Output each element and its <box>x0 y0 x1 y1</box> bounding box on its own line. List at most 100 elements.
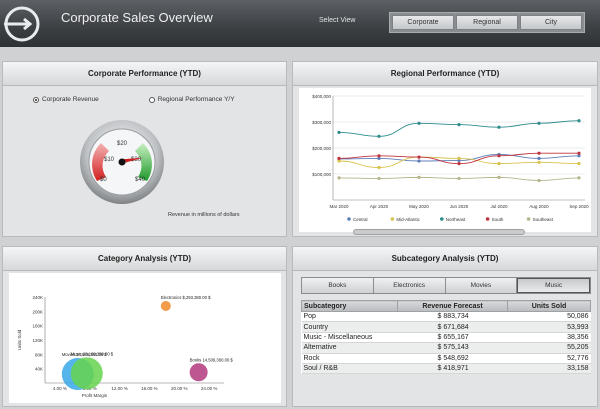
app-header: Corporate Sales Overview Select View Cor… <box>0 0 600 47</box>
tab-electronics[interactable]: Electronics <box>373 278 446 293</box>
y-tick-label: 200K <box>32 309 43 314</box>
data-point[interactable] <box>537 151 541 155</box>
radio-unselected-icon <box>148 96 155 103</box>
data-point[interactable] <box>577 176 581 180</box>
data-point[interactable] <box>417 159 421 163</box>
data-point[interactable] <box>497 175 501 179</box>
data-point[interactable] <box>337 176 341 180</box>
y-tick-label: 80K <box>35 352 43 357</box>
x-tick-label: 4.00 % <box>53 386 67 391</box>
table-row[interactable]: Soul / R&B $ 418,971 33,158 <box>301 363 591 375</box>
bubble-label: Movies 24,609,380.00 $ <box>62 352 107 357</box>
cell-units: 38,356 <box>507 332 591 344</box>
view-button-regional[interactable]: Regional <box>456 15 518 30</box>
column-header-revenue[interactable]: Revenue Forecast <box>397 300 508 312</box>
cell-subcategory: Soul / R&B <box>301 363 398 375</box>
y-axis-label: Units Sold <box>17 329 22 350</box>
data-point[interactable] <box>577 151 581 155</box>
bubble-music[interactable] <box>70 357 103 390</box>
gauge-tick-10: $10 <box>104 157 115 163</box>
legend-label: Mid-Atlantic <box>396 217 420 222</box>
y-tick-label: $400,000 <box>312 94 331 99</box>
bubble-label: Books 14,509,380.00 $ <box>190 357 234 362</box>
legend-swatch <box>390 217 395 221</box>
data-point[interactable] <box>497 125 501 129</box>
tab-music[interactable]: Music <box>517 278 590 293</box>
data-point[interactable] <box>577 154 581 158</box>
data-point[interactable] <box>537 156 541 160</box>
bubble-label: Electronics $,293,380.00 $ <box>161 295 211 300</box>
y-tick-label: $300,000 <box>312 120 331 125</box>
legend-swatch <box>485 217 490 221</box>
data-point[interactable] <box>417 155 421 159</box>
gauge-tick-20: $20 <box>117 141 128 147</box>
radio-regional-performance[interactable]: Regional Performance Y/Y <box>148 96 235 103</box>
cell-revenue: $ 883,734 <box>397 311 508 323</box>
data-point[interactable] <box>337 159 341 163</box>
data-point[interactable] <box>377 156 381 160</box>
data-point[interactable] <box>377 165 381 170</box>
corporate-performance-panel: Corporate Performance (YTD) Corporate Re… <box>2 61 287 237</box>
data-point[interactable] <box>577 119 581 123</box>
data-point[interactable] <box>417 175 421 179</box>
view-button-corporate[interactable]: Corporate <box>392 15 454 30</box>
data-point[interactable] <box>537 160 541 164</box>
gauge-tick-30: $30 <box>131 157 142 163</box>
x-tick-label: Sep 2020 <box>569 204 589 209</box>
bubble-books[interactable] <box>189 363 208 382</box>
data-point[interactable] <box>497 154 501 158</box>
legend-label: Central <box>353 217 368 222</box>
data-point[interactable] <box>457 156 461 160</box>
data-point[interactable] <box>497 162 501 166</box>
data-point[interactable] <box>457 123 461 127</box>
data-point[interactable] <box>457 162 461 166</box>
data-point[interactable] <box>417 121 421 125</box>
bubble-electronics[interactable] <box>160 300 171 311</box>
data-point[interactable] <box>577 162 581 166</box>
legend-swatch <box>526 217 531 221</box>
data-point[interactable] <box>457 176 461 181</box>
x-tick-label: 24.00 % <box>201 386 218 391</box>
x-tick-label: May 2020 <box>409 204 429 209</box>
data-point[interactable] <box>377 176 381 181</box>
data-point[interactable] <box>537 121 541 125</box>
data-point[interactable] <box>377 134 381 138</box>
data-point[interactable] <box>377 154 381 158</box>
column-header-units[interactable]: Units Sold <box>507 300 591 312</box>
data-point[interactable] <box>337 130 341 134</box>
gauge-tick-40: $40 <box>135 177 146 183</box>
logo-icon <box>4 6 40 42</box>
chart-scrollbar[interactable] <box>353 229 525 235</box>
tab-books[interactable]: Books <box>302 278 374 293</box>
legend-label: South <box>492 217 504 222</box>
table-row[interactable]: Alternative $ 575,143 55,205 <box>301 342 591 354</box>
table-row[interactable]: Pop $ 883,734 50,086 <box>301 311 591 323</box>
y-tick-label: 120K <box>32 338 43 343</box>
x-tick-label: 12.00 % <box>111 386 128 391</box>
column-header-subcategory[interactable]: Subcategory <box>301 300 398 312</box>
app-title: Corporate Sales Overview <box>61 10 213 25</box>
cell-units: 55,205 <box>507 342 591 354</box>
table-row[interactable]: Country $ 671,684 53,993 <box>301 321 591 333</box>
table-row[interactable]: Rock $ 548,692 52,776 <box>301 353 591 364</box>
cell-subcategory: Country <box>301 321 398 333</box>
regional-performance-panel: Regional Performance (YTD) $400,000 $300,… <box>292 61 598 237</box>
x-tick-label: 20.00 % <box>171 386 188 391</box>
y-tick-label: 160K <box>32 324 43 329</box>
gauge-tick-0: $0 <box>100 177 107 183</box>
x-tick-label: Mar 2020 <box>329 204 349 209</box>
cell-units: 53,993 <box>507 321 591 333</box>
radio-corporate-revenue-label: Corporate Revenue <box>42 96 99 103</box>
data-point[interactable] <box>537 178 541 183</box>
subcategory-panel-title: Subcategory Analysis (YTD) <box>293 247 597 271</box>
view-selector: Corporate Regional City <box>389 12 585 33</box>
category-analysis-panel: Category Analysis (YTD) 240K 200K 160K 120K… <box>2 246 287 407</box>
data-point[interactable] <box>337 156 341 160</box>
view-button-city[interactable]: City <box>520 15 582 30</box>
tab-movies[interactable]: Movies <box>445 278 518 293</box>
radio-corporate-revenue[interactable]: Corporate Revenue <box>33 96 99 103</box>
y-tick-label: 240K <box>32 295 43 300</box>
table-row[interactable]: Music - Miscellaneous $ 655,167 38,356 <box>301 332 591 344</box>
radio-selected-icon <box>33 96 39 103</box>
legend-swatch <box>440 217 444 221</box>
